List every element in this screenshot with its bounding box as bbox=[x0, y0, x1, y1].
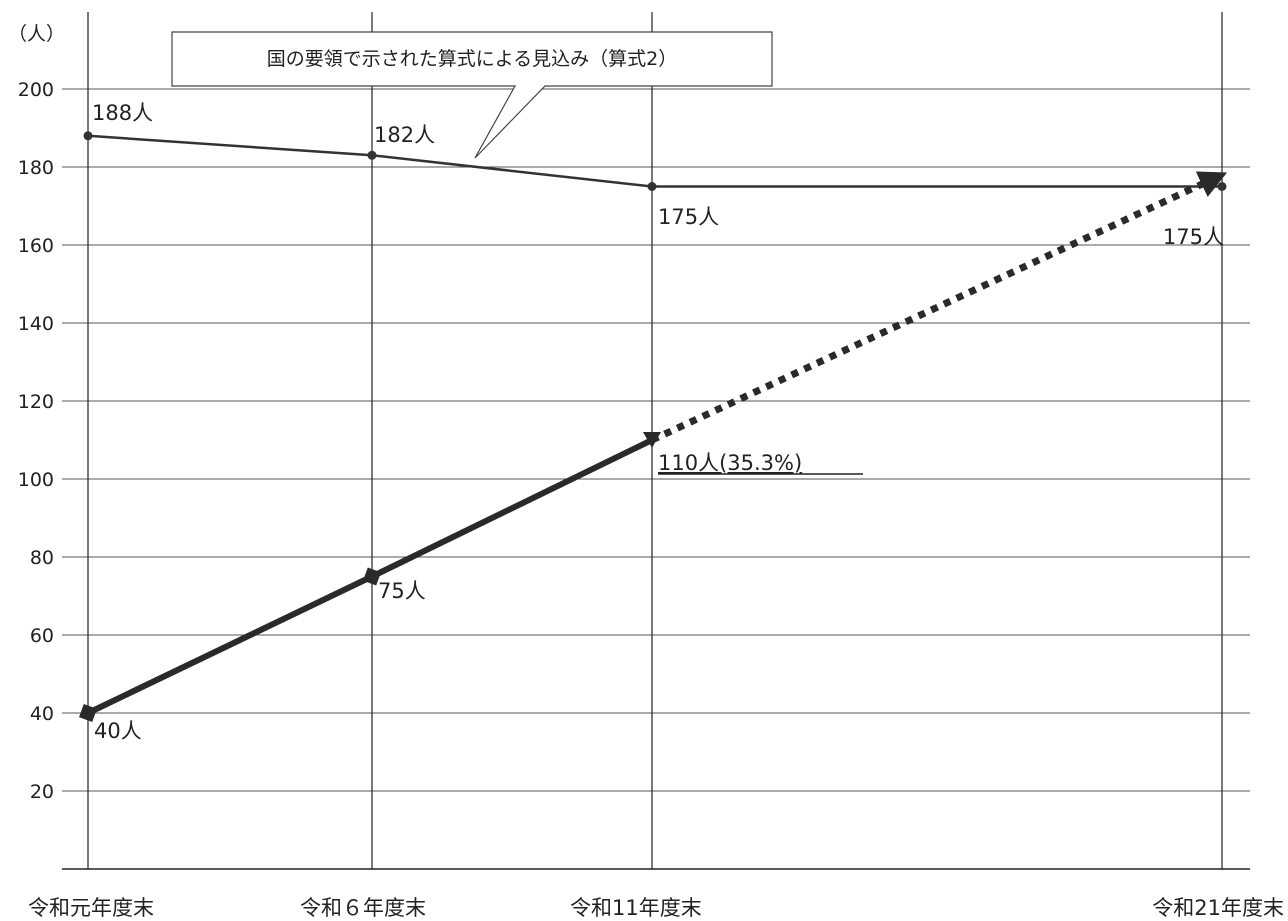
projection-dotted-arrow bbox=[650, 171, 1228, 444]
y-tick-label: 40 bbox=[30, 703, 54, 725]
series-point-upper bbox=[647, 182, 657, 191]
callout-text: 国の要領で示された算式による見込み（算式2） bbox=[267, 48, 678, 70]
y-tick-label: 120 bbox=[18, 391, 54, 413]
data-label-upper: 182人 bbox=[374, 123, 435, 147]
y-tick-label: 60 bbox=[30, 625, 54, 647]
y-tick-label: 20 bbox=[30, 781, 54, 803]
y-tick-label: 140 bbox=[18, 313, 54, 335]
data-label-upper: 175人 bbox=[1163, 225, 1224, 249]
data-label-lower: 110人(35.3%) bbox=[658, 451, 802, 475]
x-category-label: 令和21年度末 bbox=[1152, 896, 1284, 920]
x-category-label: 令和11年度末 bbox=[570, 896, 702, 920]
axes: 20 40 60 80 100 120 140 160 180 200 （人） 令和元年度末 令和６年度… bbox=[8, 23, 1284, 920]
series-marker-lower bbox=[79, 704, 97, 722]
series-point-upper bbox=[83, 131, 93, 141]
series-point-upper bbox=[1217, 182, 1227, 191]
y-tick-label: 180 bbox=[18, 157, 54, 179]
callout-bubble bbox=[171, 31, 773, 159]
data-label-upper: 188人 bbox=[92, 101, 153, 125]
series-point-upper bbox=[367, 150, 377, 160]
series-marker-lower bbox=[363, 567, 381, 586]
x-category-label: 令和元年度末 bbox=[28, 896, 154, 920]
data-label-lower: 40人 bbox=[94, 719, 142, 743]
data-label-upper: 175人 bbox=[658, 205, 719, 229]
y-tick-label: 100 bbox=[18, 469, 54, 491]
data-label-lower: 75人 bbox=[378, 579, 426, 603]
y-tick-label: 80 bbox=[30, 547, 54, 569]
data-labels: 188人 182人 175人 175人 40人 75人 110人(35.3%) bbox=[92, 101, 1224, 743]
y-tick-label: 160 bbox=[18, 235, 54, 257]
series bbox=[79, 131, 1228, 722]
y-tick-label: 200 bbox=[18, 79, 54, 101]
series-line-upper bbox=[87, 134, 1222, 188]
x-category-label: 令和６年度末 bbox=[300, 896, 426, 920]
y-unit-label: （人） bbox=[8, 23, 65, 45]
callout-box: 国の要領で示された算式による見込み（算式2） bbox=[171, 31, 773, 159]
